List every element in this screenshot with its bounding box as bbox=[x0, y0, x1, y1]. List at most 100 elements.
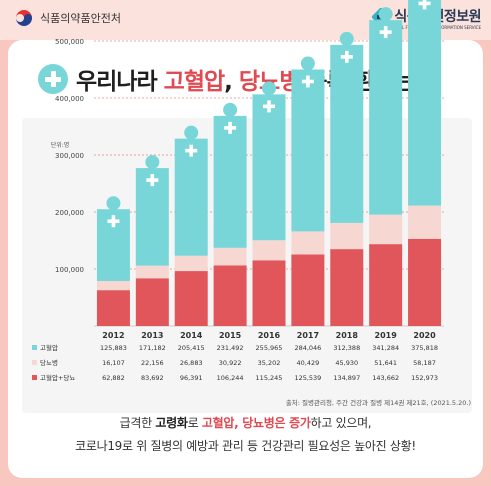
bar-diabetes-2012 bbox=[96, 280, 130, 291]
bar-diabetes-2014 bbox=[174, 255, 208, 272]
data-label-diabetes-2020: 58,187 bbox=[413, 359, 436, 367]
data-label-hypertension-2015: 231,492 bbox=[217, 344, 244, 352]
data-label-both-2019: 143,662 bbox=[372, 374, 399, 382]
mfds-logo-text: 식품의약품안전처 bbox=[40, 12, 121, 25]
data-label-both-2020: 152,973 bbox=[411, 374, 438, 382]
x-tick-label-2012: 2012 bbox=[102, 331, 124, 340]
data-label-diabetes-2017: 40,429 bbox=[297, 359, 320, 367]
data-label-both-2016: 115,245 bbox=[256, 374, 283, 382]
plus-icon bbox=[379, 30, 392, 34]
bar-cap-2013 bbox=[145, 155, 160, 170]
bar-hypertension-2018 bbox=[330, 44, 364, 223]
title-text-1: 우리나라 bbox=[76, 69, 164, 95]
x-tick-label-2015: 2015 bbox=[219, 331, 242, 340]
bar-both-2018 bbox=[330, 249, 364, 326]
source-note: 출처: 질병관리청, 주간 건강과 질병 제14권 제21호, (2021.5.… bbox=[285, 399, 471, 407]
title-hypertension: 고혈압 bbox=[163, 69, 225, 95]
mfds-logo: 식품의약품안전처 bbox=[14, 8, 121, 28]
legend-label-diabetes: 당뇨병 bbox=[40, 358, 58, 367]
bar-diabetes-2016 bbox=[252, 240, 286, 261]
y-unit-label: 단위:명 bbox=[51, 141, 70, 149]
bar-hypertension-2014 bbox=[174, 138, 208, 256]
data-label-hypertension-2012: 125,883 bbox=[100, 344, 127, 352]
legend-label-both: 고혈압+당뇨 bbox=[40, 373, 75, 382]
bar-cap-2014 bbox=[184, 125, 199, 140]
plus-circle-icon bbox=[38, 64, 68, 94]
data-label-diabetes-2019: 51,641 bbox=[374, 359, 397, 367]
legend-swatch-both bbox=[32, 375, 37, 380]
footer-text-c: 로 bbox=[187, 416, 202, 430]
data-label-diabetes-2015: 30,922 bbox=[219, 359, 242, 367]
data-label-diabetes-2016: 35,202 bbox=[258, 359, 281, 367]
x-tick-label-2017: 2017 bbox=[297, 331, 319, 340]
bar-cap-2015 bbox=[223, 102, 238, 117]
data-label-hypertension-2017: 284,046 bbox=[294, 344, 321, 352]
plus-icon bbox=[146, 178, 159, 182]
bar-hypertension-2015 bbox=[213, 115, 247, 248]
data-label-diabetes-2012: 16,107 bbox=[102, 359, 125, 367]
x-tick-label-2020: 2020 bbox=[413, 331, 436, 340]
x-tick-label-2016: 2016 bbox=[258, 331, 281, 340]
bar-diabetes-2013 bbox=[135, 265, 169, 279]
bar-both-2012 bbox=[96, 290, 130, 326]
bar-diabetes-2020 bbox=[408, 205, 442, 239]
bar-both-2016 bbox=[252, 260, 286, 326]
footer-aging: 고령화 bbox=[155, 416, 188, 430]
data-label-diabetes-2018: 45,930 bbox=[335, 359, 358, 367]
x-tick-label-2019: 2019 bbox=[375, 331, 398, 340]
y-tick-label: 200,000 bbox=[55, 209, 84, 217]
bar-diabetes-2017 bbox=[291, 231, 325, 255]
y-tick-label: 400,000 bbox=[55, 95, 84, 103]
plus-icon bbox=[107, 219, 120, 224]
bar-both-2013 bbox=[135, 278, 169, 326]
plus-icon bbox=[301, 79, 314, 84]
bar-cap-2018 bbox=[339, 31, 354, 46]
data-label-both-2017: 125,539 bbox=[294, 374, 321, 382]
legend-swatch-hypertension bbox=[32, 345, 37, 350]
footer-increase: 고혈압, 당뇨병은 증가 bbox=[201, 416, 311, 430]
bar-cap-2012 bbox=[106, 196, 121, 211]
plus-icon bbox=[340, 55, 353, 59]
data-label-diabetes-2013: 22,156 bbox=[141, 359, 164, 367]
footer-text-e: 하고 있으며, bbox=[310, 416, 372, 430]
plus-icon bbox=[263, 104, 275, 109]
data-label-hypertension-2020: 375,818 bbox=[411, 344, 438, 352]
data-label-diabetes-2014: 26,883 bbox=[180, 359, 203, 367]
bar-cap-2019 bbox=[378, 7, 393, 22]
bar-cap-2017 bbox=[300, 56, 315, 71]
legend-swatch-diabetes bbox=[32, 360, 37, 365]
data-label-both-2015: 106,244 bbox=[217, 374, 244, 382]
y-tick-label: 500,000 bbox=[55, 38, 84, 46]
footer-text-a: 급격한 bbox=[119, 416, 156, 430]
x-tick-label-2018: 2018 bbox=[336, 331, 359, 340]
plus-icon bbox=[185, 148, 198, 153]
korea-emblem-icon bbox=[16, 10, 32, 26]
bar-both-2015 bbox=[213, 265, 247, 326]
y-tick-label: 100,000 bbox=[55, 266, 84, 274]
bar-both-2020 bbox=[408, 238, 442, 326]
bar-hypertension-2017 bbox=[291, 69, 325, 232]
data-label-hypertension-2019: 341,284 bbox=[372, 344, 399, 352]
bar-hypertension-2016 bbox=[252, 94, 286, 241]
bar-both-2019 bbox=[369, 244, 403, 326]
x-tick-label-2014: 2014 bbox=[180, 331, 203, 340]
bar-both-2017 bbox=[291, 254, 325, 326]
bar-diabetes-2019 bbox=[369, 214, 403, 245]
data-label-both-2012: 62,882 bbox=[102, 374, 125, 382]
data-label-hypertension-2014: 205,415 bbox=[178, 344, 205, 352]
data-label-hypertension-2013: 171,182 bbox=[139, 344, 166, 352]
bar-cap-2016 bbox=[262, 81, 276, 96]
bar-diabetes-2018 bbox=[330, 222, 364, 250]
legend-label-hypertension: 고혈압 bbox=[40, 343, 58, 352]
data-label-hypertension-2018: 312,388 bbox=[333, 344, 360, 352]
x-tick-label-2013: 2013 bbox=[141, 331, 163, 340]
bar-hypertension-2020 bbox=[408, 0, 442, 206]
plus-icon bbox=[224, 126, 237, 130]
bar-both-2014 bbox=[174, 271, 208, 326]
plus-icon bbox=[418, 1, 431, 6]
y-tick-label: 300,000 bbox=[55, 152, 84, 160]
title-text-3: 등록 환자는? bbox=[306, 69, 427, 95]
bar-hypertension-2019 bbox=[369, 20, 403, 215]
data-label-both-2018: 134,897 bbox=[333, 374, 360, 382]
